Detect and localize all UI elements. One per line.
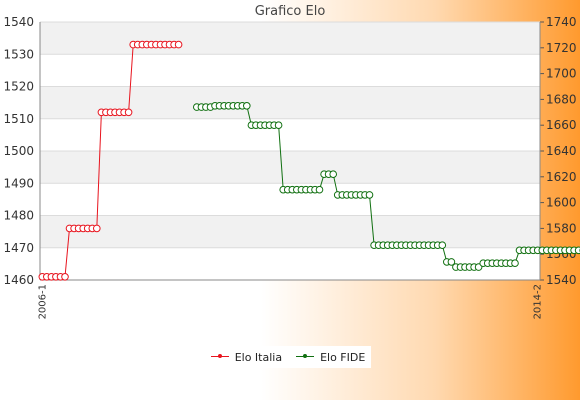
y-right-tick-label: 1700	[546, 67, 577, 81]
y-left-tick-label: 1460	[3, 273, 34, 287]
data-point-elo-fide	[438, 241, 447, 249]
data-point-elo-italia	[61, 273, 69, 281]
legend: Elo Italia Elo FIDE	[205, 346, 371, 368]
data-point-elo-fide	[329, 170, 338, 178]
data-point-elo-fide	[511, 259, 519, 268]
data-point-elo-fide	[315, 185, 324, 194]
y-left-tick-label: 1540	[3, 15, 34, 29]
legend-symbol-elo-italia	[210, 352, 229, 362]
data-point-elo-fide	[574, 246, 580, 255]
legend-symbol-elo-fide	[296, 352, 315, 362]
legend-label-elo-italia: Elo Italia	[234, 350, 283, 364]
y-right-tick-label: 1740	[546, 15, 577, 29]
legend-item-elo-fide: Elo FIDE	[296, 351, 365, 364]
y-right-tick-label: 1600	[546, 196, 577, 210]
data-point-elo-fide	[447, 258, 456, 266]
y-right-tick-label: 1720	[546, 41, 577, 55]
y-right-tick-label: 1660	[546, 118, 577, 132]
chart-title: Grafico Elo	[254, 4, 326, 19]
grid-band	[40, 151, 540, 184]
data-point-elo-italia	[174, 40, 183, 49]
y-right-tick-label: 1640	[546, 144, 577, 158]
x-tick-label: 2014-2	[533, 284, 544, 319]
y-right-tick-label: 1620	[546, 170, 577, 184]
y-right-tick-label: 1680	[546, 92, 577, 106]
y-right-tick-label: 1540	[546, 273, 577, 287]
data-point-elo-fide	[274, 121, 283, 129]
grid-band	[40, 22, 540, 55]
y-left-tick-label: 1480	[3, 209, 34, 223]
data-point-elo-italia	[93, 224, 101, 233]
x-tick-label: 2006-1	[37, 284, 48, 319]
y-right-tick-label: 1580	[546, 221, 577, 235]
legend-item-elo-italia: Elo Italia	[210, 350, 283, 364]
y-left-tick-label: 1530	[3, 47, 34, 61]
data-point-elo-fide	[243, 102, 251, 110]
y-left-tick-label: 1490	[3, 176, 34, 190]
data-point-elo-fide	[365, 191, 374, 199]
data-point-elo-italia	[124, 108, 133, 117]
y-left-tick-label: 1520	[3, 80, 34, 94]
y-left-tick-label: 1510	[3, 112, 34, 126]
legend-label-elo-fide: Elo FIDE	[320, 350, 366, 364]
y-left-tick-label: 1500	[3, 144, 34, 158]
grid-band	[40, 215, 540, 248]
y-left-tick-label: 1470	[3, 241, 34, 255]
